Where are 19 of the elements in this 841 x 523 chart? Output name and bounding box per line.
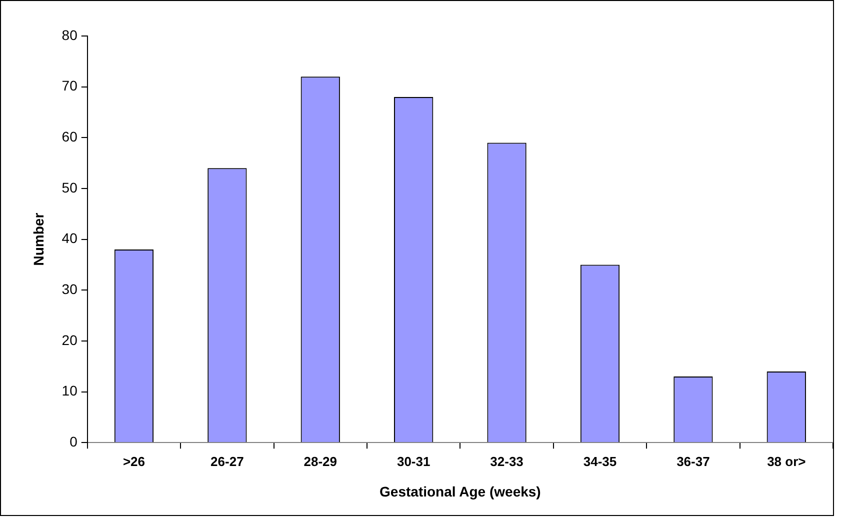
- x-tick-label: 28-29: [304, 454, 338, 469]
- y-tick-label: 0: [70, 433, 78, 450]
- y-tick-label: 60: [62, 128, 78, 145]
- y-tick-label: 50: [62, 179, 78, 196]
- x-tick-label: 34-35: [583, 454, 617, 469]
- x-tick-label: >26: [122, 454, 146, 469]
- x-axis-title: Gestational Age (weeks): [380, 483, 541, 500]
- y-tick-label: 70: [62, 78, 78, 94]
- y-tick-label: 40: [62, 230, 78, 246]
- y-axis-title: Number: [30, 212, 46, 266]
- x-tick-label: 32-33: [490, 454, 524, 469]
- x-tick-label: 38 or>: [767, 454, 806, 469]
- y-tick-label: 80: [62, 26, 78, 43]
- y-tick-label: 10: [62, 382, 78, 399]
- x-tick-label: 36-37: [676, 454, 710, 469]
- x-tick-label: 30-31: [396, 454, 430, 469]
- y-tick-label: 20: [62, 332, 78, 348]
- y-tick-label: 30: [62, 280, 78, 297]
- x-tick-label: 26-27: [210, 454, 244, 469]
